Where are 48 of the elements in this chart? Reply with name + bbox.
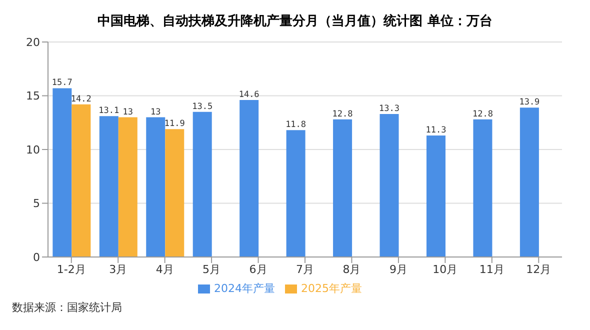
data-label: 12.8 <box>472 109 493 120</box>
data-label: 14.6 <box>238 90 260 100</box>
data-label: 13 <box>122 107 134 118</box>
x-tick-label: 5月 <box>202 262 221 276</box>
x-tick-label: 6月 <box>249 262 268 276</box>
data-label: 12.8 <box>332 109 353 120</box>
y-tick-label: 10 <box>26 143 40 156</box>
x-tick-label: 12月 <box>526 262 552 276</box>
x-tick-label: 11月 <box>479 262 504 276</box>
bar <box>99 116 118 257</box>
data-label: 11.8 <box>286 120 306 130</box>
data-label: 11.9 <box>164 119 185 130</box>
y-tick-label: 20 <box>26 36 40 49</box>
data-label: 15.7 <box>52 78 72 88</box>
data-label: 13 <box>150 107 161 118</box>
x-tick-label: 1-2月 <box>56 262 86 276</box>
bar <box>72 104 91 257</box>
data-label: 11.3 <box>426 126 446 136</box>
bar <box>333 119 352 257</box>
bar <box>52 88 72 257</box>
chart-title: 中国电梯、自动扶梯及升降机产量分月（当月值）统计图 单位：万台 <box>96 12 494 31</box>
bar <box>118 117 138 257</box>
bar <box>473 119 492 257</box>
x-tick-label: 3月 <box>109 262 128 276</box>
data-label: 13.9 <box>519 98 540 108</box>
data-label: 13.1 <box>98 106 120 116</box>
data-label: 13.3 <box>379 104 400 114</box>
data-label: 13.5 <box>192 102 213 112</box>
bar <box>426 136 446 257</box>
y-tick-label: 15 <box>26 90 40 103</box>
x-tick-label: 4月 <box>156 262 174 276</box>
bar <box>146 117 166 257</box>
x-tick-label: 8月 <box>342 262 361 276</box>
bar <box>192 112 212 257</box>
bar <box>380 114 399 257</box>
x-tick-label: 9月 <box>389 262 408 276</box>
source-note: 数据来源：国家统计局 <box>12 300 123 315</box>
x-tick-label: 7月 <box>296 262 314 276</box>
y-tick-label: 0 <box>33 250 40 264</box>
bar <box>165 129 184 257</box>
legend-label: 2025年产量 <box>301 282 362 295</box>
bar <box>240 100 259 257</box>
y-tick-label: 5 <box>33 197 40 210</box>
bar <box>286 130 306 257</box>
legend-label: 2024年产量 <box>214 282 275 295</box>
bar <box>520 108 539 257</box>
data-label: 14.2 <box>70 94 92 104</box>
x-tick-label: 10月 <box>432 262 458 276</box>
